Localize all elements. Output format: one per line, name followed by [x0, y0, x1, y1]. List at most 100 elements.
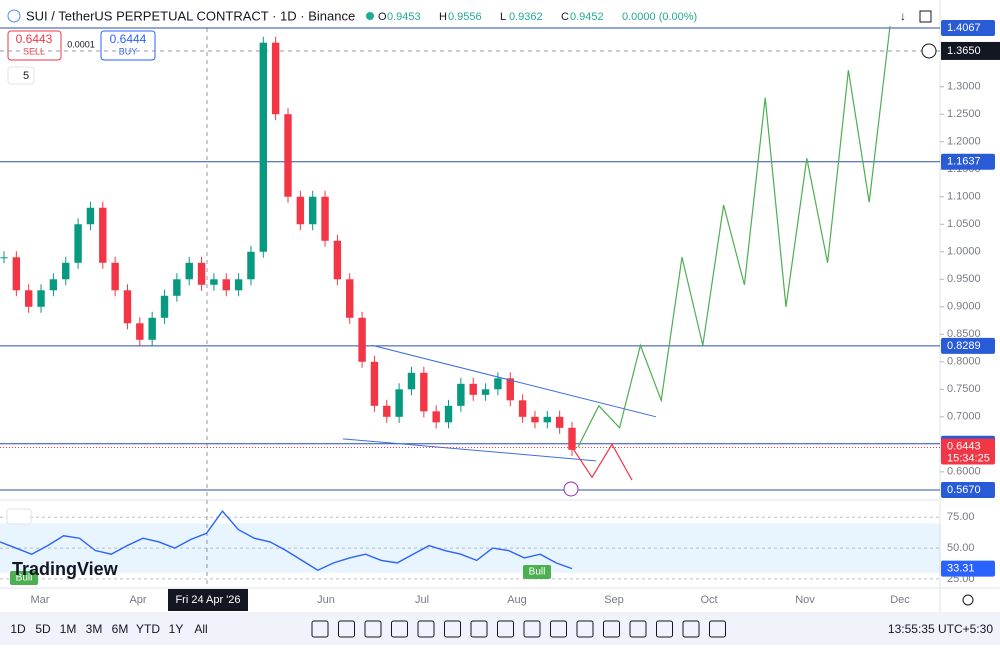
- range-button[interactable]: 1Y: [169, 622, 184, 636]
- candle: [111, 262, 119, 291]
- projection-path: [577, 26, 891, 448]
- tool-icon[interactable]: [444, 620, 461, 638]
- candle: [12, 257, 21, 291]
- candle: [148, 317, 156, 340]
- candle: [321, 196, 329, 241]
- trendline: [342, 438, 597, 462]
- candle: [247, 251, 255, 280]
- candle: [531, 416, 539, 423]
- symbol-icon: [7, 9, 21, 23]
- candle: [197, 262, 206, 285]
- y-tick-label: 1.0000: [947, 246, 981, 258]
- pane-button[interactable]: [6, 508, 32, 525]
- tool-icon[interactable]: [311, 620, 329, 638]
- tool-icon[interactable]: [470, 620, 488, 638]
- tool-icon[interactable]: [417, 620, 435, 638]
- candle: [432, 411, 440, 423]
- sell-price[interactable]: 0.6443: [16, 32, 53, 46]
- plus-icon[interactable]: [921, 43, 937, 59]
- bull-label: Bull: [529, 567, 546, 578]
- y-tick-label: 1.3000: [947, 81, 981, 93]
- tool-icon[interactable]: [656, 620, 673, 638]
- tool-icon[interactable]: [338, 620, 355, 638]
- range-button[interactable]: All: [194, 622, 207, 636]
- range-button[interactable]: YTD: [136, 622, 160, 636]
- level-tag: [941, 20, 995, 36]
- level-label: 1.4067: [947, 22, 981, 34]
- crosshair-tag: [941, 41, 1000, 60]
- range-button[interactable]: 6M: [112, 622, 129, 636]
- tool-icon[interactable]: [391, 620, 408, 638]
- range-button[interactable]: 1D: [10, 622, 26, 636]
- y-tick-label: 0.7500: [947, 383, 981, 395]
- tool-icon[interactable]: [682, 620, 700, 638]
- bull-tag: [10, 571, 38, 585]
- ohlc-label: L: [500, 11, 506, 23]
- candle: [469, 383, 477, 395]
- ohlc-value: 0.9453: [387, 11, 421, 23]
- x-tick-label: Mar: [31, 594, 50, 606]
- indicator-toggle[interactable]: [7, 66, 35, 85]
- icon[interactable]: [919, 10, 932, 23]
- tool-icon[interactable]: [364, 620, 382, 638]
- candle: [37, 290, 45, 307]
- indicator-count[interactable]: 5: [23, 70, 29, 82]
- candle: [494, 378, 502, 390]
- candle: [284, 114, 292, 197]
- buy-button[interactable]: [100, 30, 156, 61]
- tool-icon[interactable]: [550, 620, 567, 638]
- candle: [86, 207, 95, 225]
- crosshair-label: 1.3650: [947, 45, 981, 57]
- candle: [420, 372, 428, 412]
- bull-tag: [523, 565, 551, 579]
- x-tick-label: Aug: [507, 594, 527, 606]
- last-price-label: 0.6443: [947, 440, 981, 452]
- tool-icon[interactable]: [629, 620, 647, 638]
- sell-button[interactable]: [7, 30, 62, 61]
- candle: [395, 389, 403, 417]
- bottom-toolbar: [0, 612, 1000, 645]
- toolbar: 1D 5D 1M 3M 6M YTD 1Y All: [10, 620, 726, 638]
- header-buttons[interactable]: ↓: [900, 9, 932, 23]
- candle: [62, 262, 70, 280]
- candle: [234, 279, 243, 291]
- candle: [457, 383, 465, 406]
- candle: [173, 279, 181, 296]
- candle: [506, 378, 514, 401]
- icon[interactable]: ↓: [900, 9, 906, 23]
- brand: TradingView: [12, 559, 119, 579]
- range-button[interactable]: 1M: [60, 622, 77, 636]
- candle: [24, 290, 33, 307]
- y-tick-label: 0.8000: [947, 356, 981, 368]
- tool-icon[interactable]: [523, 620, 541, 638]
- candle: [271, 42, 280, 115]
- candle: [160, 295, 169, 318]
- tool-icon[interactable]: [603, 620, 620, 638]
- tool-icon[interactable]: [576, 620, 594, 638]
- range-button[interactable]: 5D: [35, 622, 51, 636]
- tool-icon[interactable]: [497, 620, 514, 638]
- candle: [568, 427, 576, 450]
- x-tick-label: Jun: [317, 594, 335, 606]
- y-tick-label: 0.9000: [947, 301, 981, 313]
- ohlc-value: 0.9362: [509, 11, 543, 23]
- rsi-tick-label: 50.00: [947, 542, 975, 554]
- x-tick-label: Jul: [415, 594, 429, 606]
- candle: [358, 317, 366, 362]
- buy-price[interactable]: 0.6444: [110, 32, 147, 46]
- y-tick-label: 1.2500: [947, 108, 981, 120]
- symbol-title: SUI / TetherUS PERPETUAL CONTRACT · 1D ·…: [26, 8, 355, 23]
- ohlc-value: 0.9556: [448, 11, 482, 23]
- x-tick-label: Oct: [700, 594, 717, 606]
- settings-icon[interactable]: [962, 594, 974, 606]
- range-button[interactable]: 3M: [86, 622, 103, 636]
- ohlc-label: O: [378, 11, 387, 23]
- candle: [0, 257, 8, 259]
- flash-icon: [563, 481, 579, 497]
- y-tick-label: 1.0500: [947, 218, 981, 230]
- candle: [370, 361, 379, 406]
- y-tick-label: 0.8500: [947, 328, 981, 340]
- tool-icon[interactable]: [709, 620, 726, 638]
